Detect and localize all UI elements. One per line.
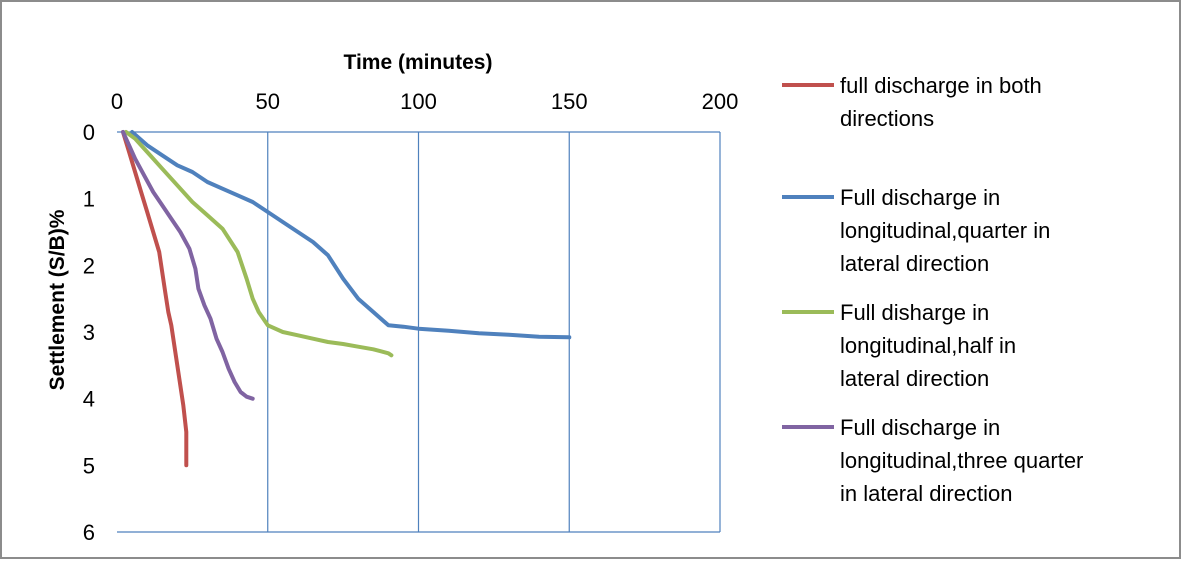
y-tick-label: 1 — [83, 187, 95, 212]
series-line-3 — [124, 130, 394, 358]
y-tick-label: 6 — [83, 520, 95, 545]
legend: full discharge in both directions Full dis… — [782, 73, 1083, 506]
legend-entry-4: Full discharge in longitudinal,three quar… — [840, 415, 1083, 506]
x-tick-label: 200 — [702, 89, 739, 114]
x-tick-label: 50 — [256, 89, 280, 114]
legend-entry-3: Full disharge in longitudinal,half in late… — [840, 300, 1016, 391]
x-tick-label: 100 — [400, 89, 437, 114]
legend-entry-1: full discharge in both directions — [840, 73, 1042, 131]
axes: 0 50 100 150 200 0 1 2 3 4 5 6 — [83, 89, 739, 545]
x-tick-label: 0 — [111, 89, 123, 114]
y-tick-label: 4 — [83, 387, 95, 412]
y-tick-label: 5 — [83, 453, 95, 478]
y-tick-label: 2 — [83, 253, 95, 278]
series-line-2 — [130, 130, 572, 340]
y-axis-title: Settlement (S/B)% — [46, 209, 69, 390]
x-axis-title: Time (minutes) — [344, 51, 493, 74]
series-group — [121, 130, 572, 468]
y-tick-label: 0 — [83, 120, 95, 145]
legend-entry-2: Full discharge in longitudinal,quarter in… — [840, 185, 1050, 276]
series-line-1 — [121, 130, 189, 468]
gridlines — [267, 132, 721, 532]
y-tick-label: 3 — [83, 320, 95, 345]
series-line-4 — [121, 130, 255, 401]
x-tick-label: 150 — [551, 89, 588, 114]
